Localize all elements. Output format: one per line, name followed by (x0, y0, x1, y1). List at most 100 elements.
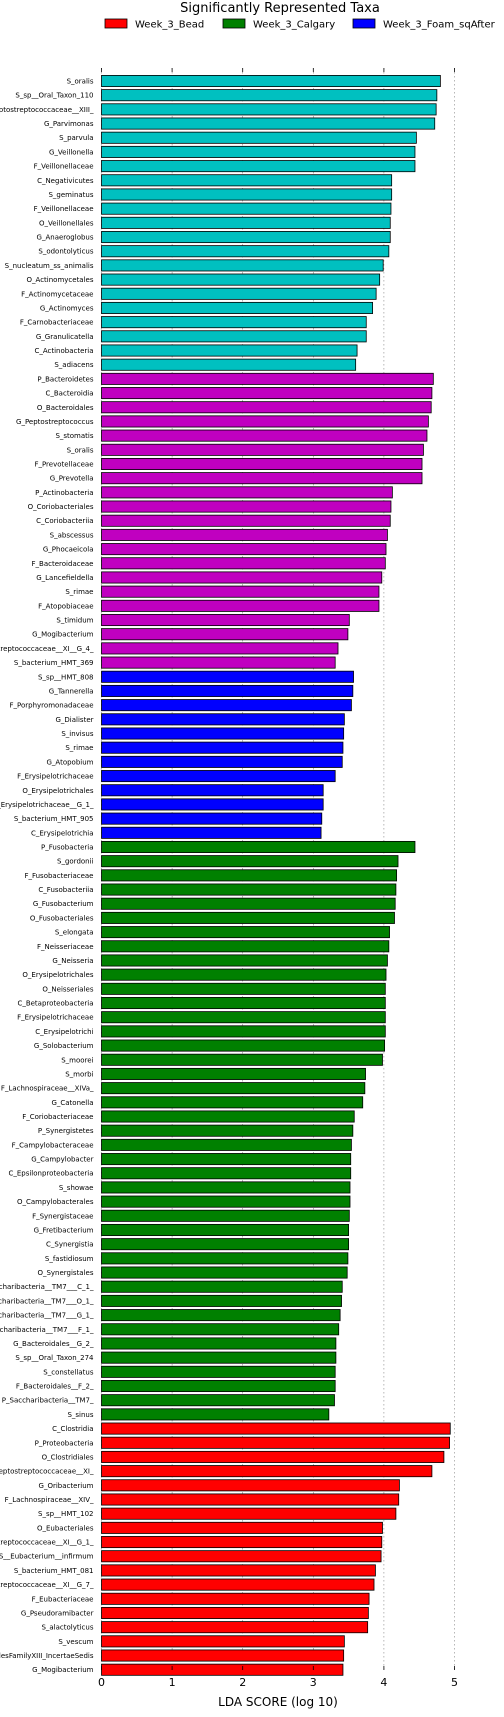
category-label-51: F_Erysipelotrichaceae__G_1_ (0, 801, 94, 809)
bar-32 (101, 528, 388, 541)
bar-85 (101, 1280, 343, 1293)
bar-76 (101, 1153, 352, 1166)
category-label-0: S_oralis (67, 78, 94, 86)
bar-65 (101, 997, 386, 1010)
bar-57 (101, 883, 397, 896)
category-label-10: O_Veillonellales (39, 219, 94, 227)
bar-72 (101, 1096, 364, 1109)
bar-10 (101, 216, 391, 229)
category-label-33: G_Phocaeicola (43, 546, 94, 554)
bar-91 (101, 1365, 336, 1378)
bar-63 (101, 968, 387, 981)
category-label-37: F_Atopobiaceae (38, 602, 93, 610)
category-label-63: O_Erysipelotrichales (22, 971, 93, 979)
category-label-41: S_bacterium_HMT_369 (14, 659, 94, 667)
x-tick-label-2: 2 (239, 1676, 246, 1689)
category-label-36: S_rimae (65, 588, 93, 596)
category-label-94: S_sinus (67, 1411, 93, 1419)
category-label-69: S_moorei (61, 1056, 93, 1064)
legend-swatch-2 (352, 18, 376, 29)
bar-26 (101, 443, 424, 456)
bar-67 (101, 1025, 386, 1038)
bar-104 (101, 1550, 382, 1563)
category-label-46: S_invisus (61, 730, 93, 738)
category-label-30: O_Coriobacteriales (28, 503, 94, 511)
category-label-21: P_Bacteroidetes (37, 375, 93, 383)
category-label-58: G_Fusobacterium (33, 900, 94, 908)
category-label-66: F_Erysipelotrichaceae (17, 1014, 93, 1022)
bar-98 (101, 1465, 433, 1478)
bar-28 (101, 472, 423, 485)
bar-92 (101, 1380, 336, 1393)
bar-23 (101, 401, 432, 414)
category-label-42: S_sp__HMT_808 (38, 673, 93, 681)
bar-108 (101, 1606, 369, 1619)
bar-14 (101, 273, 381, 286)
category-label-61: F_Neisseriaceae (37, 943, 93, 951)
category-label-23: O_Bacteroidales (37, 404, 94, 412)
category-label-57: C_Fusobacteriia (38, 886, 93, 894)
category-label-83: S_fastidiosum (45, 1255, 94, 1263)
bar-11 (101, 231, 391, 244)
bar-44 (101, 699, 352, 712)
category-label-102: O_Eubacteriales (37, 1524, 94, 1532)
bar-0 (101, 75, 441, 88)
legend-label-2: Week_3_Foam_sqAfter (383, 20, 496, 31)
category-label-106: F_Peptostreptococcaceae__XI__G_7_ (0, 1581, 94, 1589)
bar-56 (101, 869, 398, 882)
x-tick-label-3: 3 (310, 1676, 317, 1689)
category-label-80: F_Synergistaceae (32, 1212, 93, 1220)
category-label-78: S_showae (59, 1184, 94, 1192)
bar-48 (101, 755, 343, 768)
category-label-93: P_Saccharibacteria__TM7_ (2, 1397, 94, 1405)
bar-61 (101, 940, 390, 953)
category-label-17: F_Carnobacteriaceae (20, 319, 94, 327)
bar-30 (101, 500, 392, 513)
bar-88 (101, 1323, 340, 1336)
bar-31 (101, 514, 391, 527)
category-label-81: G_Fretibacterium (34, 1226, 94, 1234)
category-label-19: C_Actinobacteria (34, 347, 93, 355)
category-label-67: C_Erysipelotrichi (35, 1028, 93, 1036)
bar-107 (101, 1592, 370, 1605)
bar-47 (101, 741, 344, 754)
bar-106 (101, 1578, 375, 1591)
bar-109 (101, 1621, 369, 1634)
bar-18 (101, 330, 367, 343)
category-label-32: S_abscessus (50, 531, 94, 539)
bar-41 (101, 656, 336, 669)
category-label-76: G_Campylobacter (31, 1156, 93, 1164)
category-label-28: G_Prevotella (50, 475, 94, 483)
bar-68 (101, 1039, 386, 1052)
category-label-70: S_morbi (65, 1070, 93, 1078)
x-axis: 0 1 2 3 4 5 (98, 68, 458, 1689)
bar-87 (101, 1309, 341, 1322)
bar-38 (101, 614, 350, 627)
category-label-91: S_constellatus (43, 1368, 94, 1376)
category-label-101: S_sp__HMT_102 (38, 1510, 93, 1518)
bar-5 (101, 145, 416, 158)
bar-110 (101, 1635, 345, 1648)
chart-title: Significantly Represented Taxa (180, 1, 380, 16)
legend-swatch-1 (222, 18, 246, 29)
gridlines (101, 68, 455, 1670)
x-tick-label-0: 0 (98, 1676, 105, 1689)
category-label-75: F_Campylobacteraceae (12, 1141, 94, 1149)
category-label-97: O_Clostridiales (42, 1453, 94, 1461)
bar-33 (101, 543, 387, 556)
category-label-73: F_Coriobacteriaceae (22, 1113, 93, 1121)
bar-39 (101, 628, 349, 641)
x-tick-label-4: 4 (380, 1676, 387, 1689)
category-label-9: F_Veillonellaceae (34, 205, 94, 213)
bar-40 (101, 642, 339, 655)
bar-62 (101, 954, 388, 967)
x-tick-label-1: 1 (169, 1676, 176, 1689)
bar-75 (101, 1138, 352, 1151)
bar-99 (101, 1479, 400, 1492)
bar-43 (101, 684, 354, 697)
bar-111 (101, 1649, 345, 1662)
category-label-4: S_parvula (59, 134, 93, 142)
legend-swatch-0 (104, 18, 128, 29)
bar-64 (101, 982, 386, 995)
